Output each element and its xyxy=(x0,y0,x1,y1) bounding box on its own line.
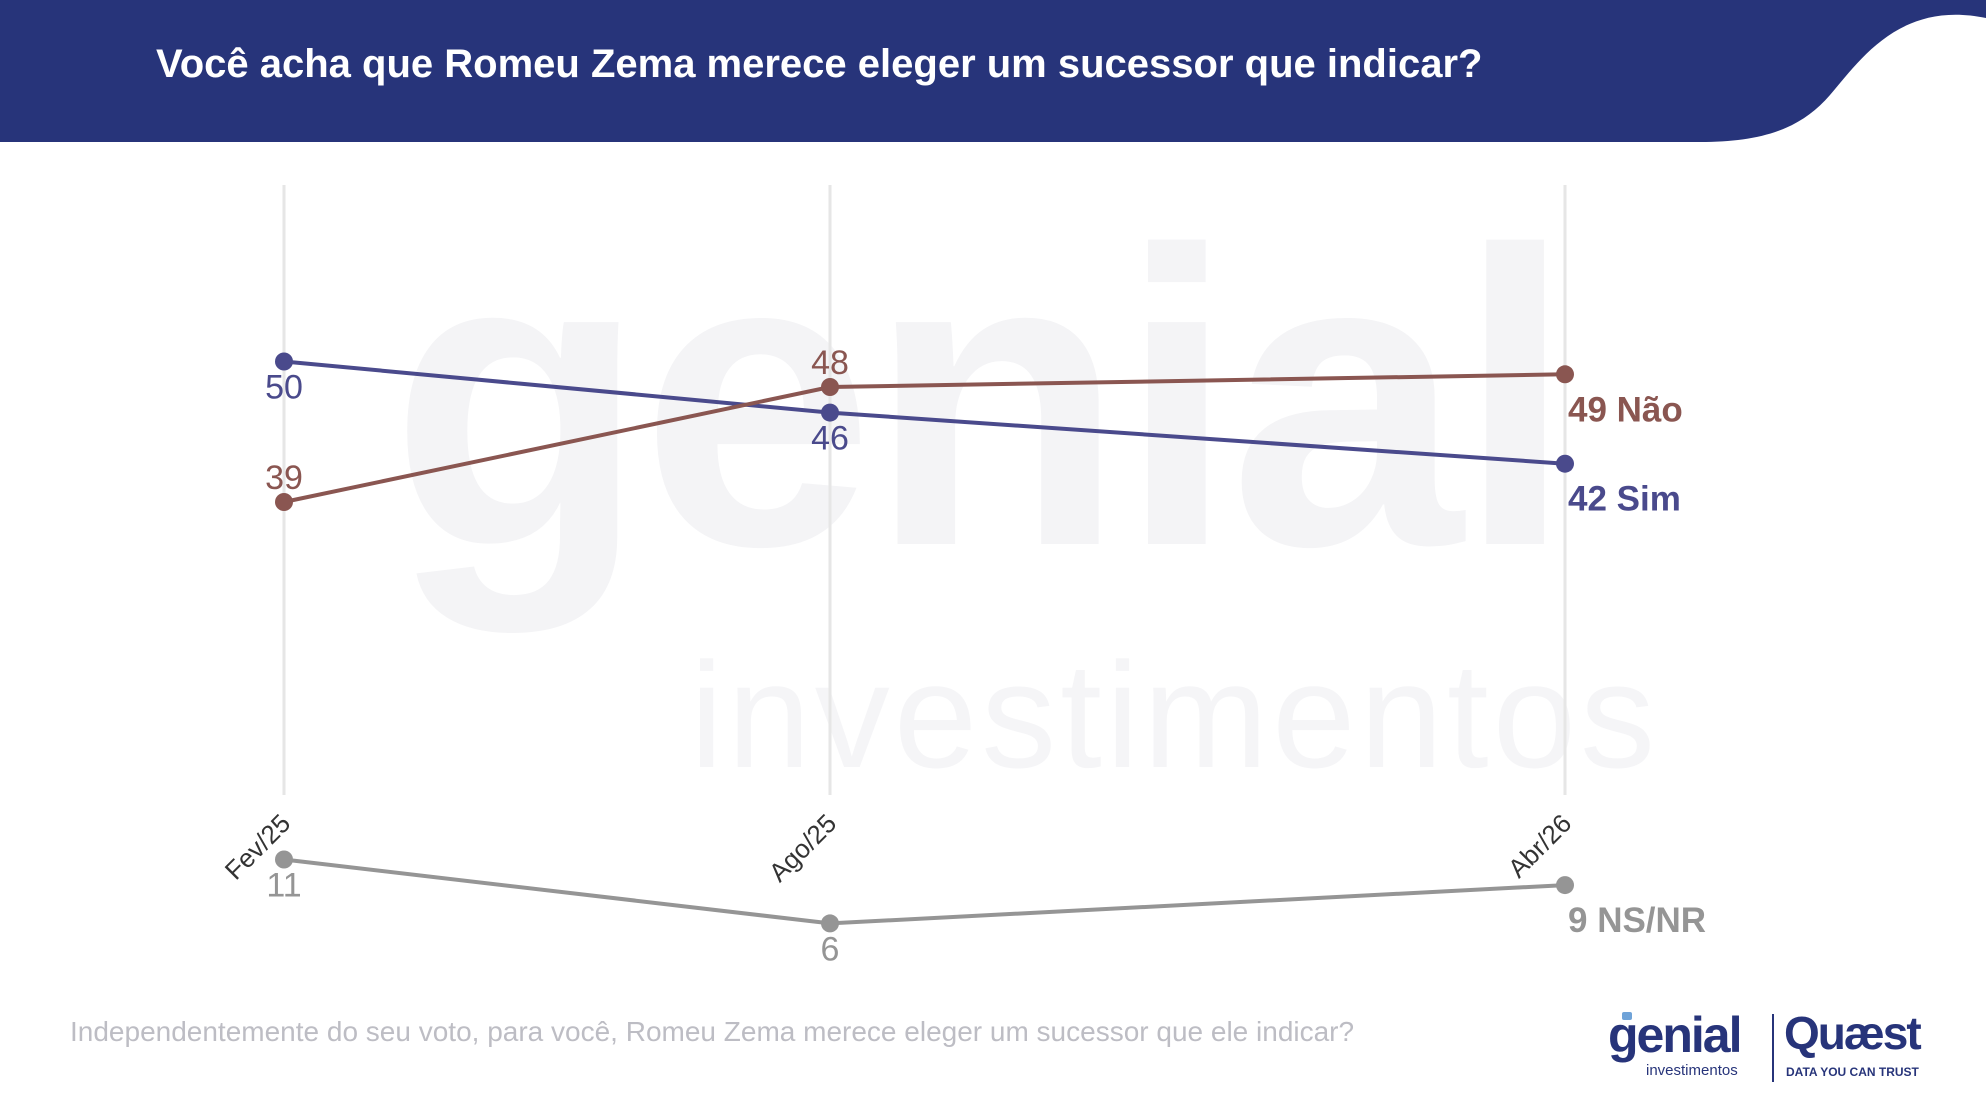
genial-logo-accent xyxy=(1622,1012,1632,1020)
data-label: 48 xyxy=(811,344,849,382)
series-line xyxy=(283,372,1566,504)
data-label: 39 xyxy=(265,459,303,497)
data-label: 11 xyxy=(266,867,301,905)
x-tick-label: Abr/26 xyxy=(1502,808,1577,883)
chart-series: 50 46 42 Sim 39 48 49 Não 11 6 9 NS/NR xyxy=(265,344,1706,968)
logo-divider xyxy=(1772,1014,1774,1082)
chart-grid xyxy=(282,185,1567,795)
data-label: 50 xyxy=(265,369,303,407)
data-point xyxy=(821,914,839,933)
genial-logo-word: genial xyxy=(1608,1007,1742,1063)
quaest-logo-sub: DATA YOU CAN TRUST xyxy=(1786,1065,1919,1079)
page-title: Você acha que Romeu Zema merece eleger u… xyxy=(156,42,1483,86)
data-point xyxy=(275,493,293,511)
data-label: 6 xyxy=(821,930,840,968)
data-point xyxy=(275,850,293,869)
data-point xyxy=(275,352,293,371)
data-point xyxy=(1556,454,1574,473)
data-point xyxy=(1556,365,1574,384)
series-end-label: 42 Sim xyxy=(1568,480,1681,519)
header-band: Você acha que Romeu Zema merece eleger u… xyxy=(0,0,1986,142)
series-end-label: 9 NS/NR xyxy=(1568,901,1706,940)
data-label: 46 xyxy=(811,420,849,458)
genial-logo: genial investimentos xyxy=(1608,1010,1768,1090)
data-point xyxy=(821,403,839,422)
logos: genial investimentos Quæst DATA YOU CAN … xyxy=(1600,1010,1940,1090)
data-point xyxy=(821,378,839,396)
data-point xyxy=(1556,876,1574,895)
series-não: 39 48 49 Não xyxy=(265,344,1683,511)
series-end-label: 49 Não xyxy=(1568,390,1683,429)
x-tick-label: Ago/25 xyxy=(763,808,842,887)
series-ns-nr: 11 6 9 NS/NR xyxy=(266,850,1706,968)
question-note: Independentemente do seu voto, para você… xyxy=(70,1016,1355,1047)
header-shape xyxy=(0,0,1986,142)
series-sim: 50 46 42 Sim xyxy=(265,352,1681,519)
quaest-logo-word: Quæst xyxy=(1784,1007,1922,1059)
genial-logo-sub: investimentos xyxy=(1646,1062,1738,1079)
quaest-logo: Quæst DATA YOU CAN TRUST xyxy=(1784,1010,1944,1090)
series-line xyxy=(283,857,1566,926)
